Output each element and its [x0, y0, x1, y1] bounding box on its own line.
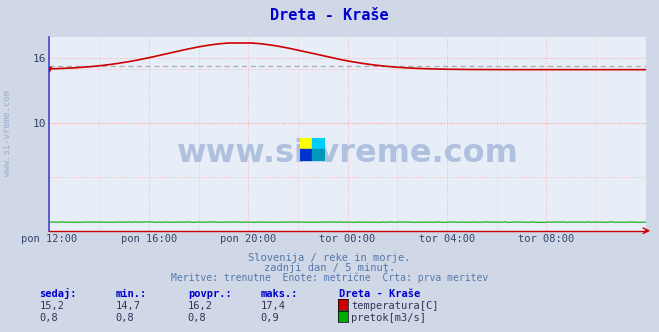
Text: 14,7: 14,7: [115, 301, 140, 311]
Text: pretok[m3/s]: pretok[m3/s]: [351, 313, 426, 323]
Text: maks.:: maks.:: [260, 289, 298, 299]
Text: 17,4: 17,4: [260, 301, 285, 311]
Bar: [300, 138, 312, 149]
Text: www.si-vreme.com: www.si-vreme.com: [3, 90, 13, 176]
Text: 16,2: 16,2: [188, 301, 213, 311]
Text: 0,8: 0,8: [188, 313, 206, 323]
Text: Dreta - Kraše: Dreta - Kraše: [339, 289, 420, 299]
Text: min.:: min.:: [115, 289, 146, 299]
Text: sedaj:: sedaj:: [40, 288, 77, 299]
Text: povpr.:: povpr.:: [188, 289, 231, 299]
Text: 15,2: 15,2: [40, 301, 65, 311]
Text: 0,9: 0,9: [260, 313, 279, 323]
Text: 0,8: 0,8: [40, 313, 58, 323]
Text: temperatura[C]: temperatura[C]: [351, 301, 439, 311]
Bar: [312, 149, 325, 160]
Text: Meritve: trenutne  Enote: metrične  Črta: prva meritev: Meritve: trenutne Enote: metrične Črta: …: [171, 271, 488, 283]
Text: zadnji dan / 5 minut.: zadnji dan / 5 minut.: [264, 263, 395, 273]
Text: Dreta - Kraše: Dreta - Kraše: [270, 8, 389, 23]
Text: 0,8: 0,8: [115, 313, 134, 323]
Text: www.si-vreme.com: www.si-vreme.com: [177, 137, 519, 169]
Bar: [300, 149, 312, 160]
Bar: [312, 138, 325, 149]
Text: Slovenija / reke in morje.: Slovenija / reke in morje.: [248, 253, 411, 263]
